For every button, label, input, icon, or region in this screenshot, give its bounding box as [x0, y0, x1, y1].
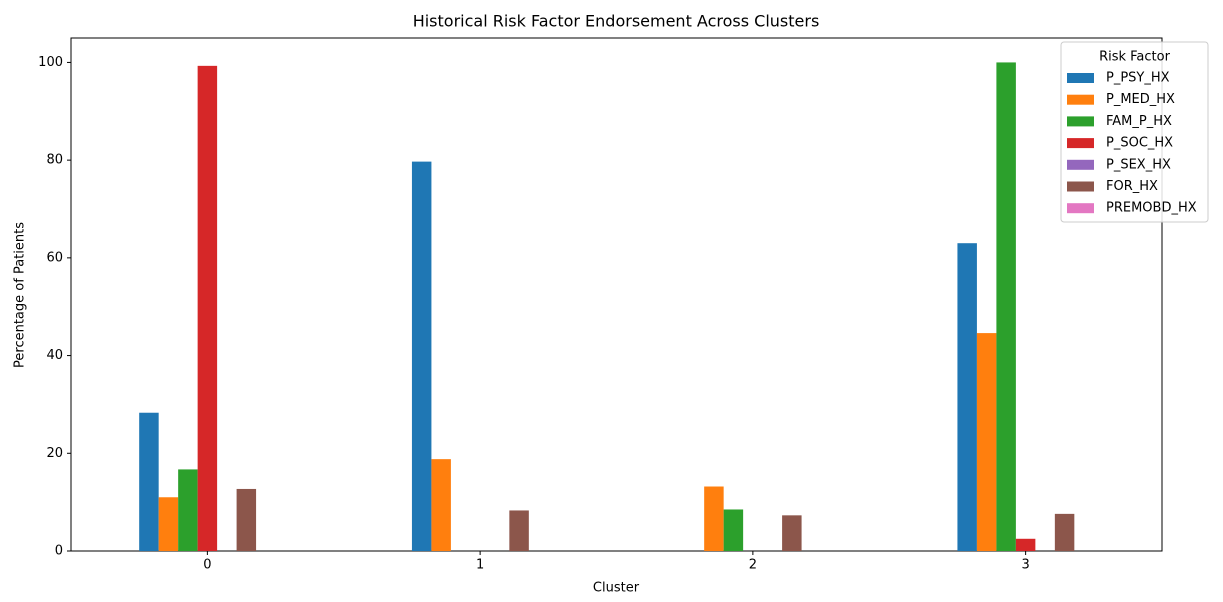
y-tick-label: 0: [55, 544, 63, 559]
bar: [1054, 513, 1075, 551]
bar: [509, 510, 529, 551]
bar: [723, 509, 744, 551]
y-tick-label: 80: [46, 153, 63, 168]
bar: [957, 243, 977, 551]
bar: [158, 497, 179, 551]
legend-swatch: [1067, 116, 1094, 127]
legend-swatch: [1067, 94, 1094, 105]
bar: [178, 469, 198, 551]
x-tick-label: 1: [476, 558, 484, 573]
y-tick-label: 60: [46, 250, 63, 265]
x-axis-label: Cluster: [593, 581, 640, 596]
legend-swatch: [1067, 181, 1094, 192]
chart-title: Historical Risk Factor Endorsement Acros…: [413, 12, 820, 31]
y-axis-label: Percentage of Patients: [13, 222, 28, 368]
legend-swatch: [1067, 159, 1094, 170]
legend-label: P_PSY_HX: [1106, 71, 1170, 86]
x-tick-label: 3: [1021, 558, 1029, 573]
y-tick-label: 20: [46, 446, 63, 461]
legend-title: Risk Factor: [1099, 50, 1171, 65]
legend-swatch: [1067, 73, 1094, 83]
bar: [1015, 538, 1036, 551]
legend-box: [1060, 41, 1209, 223]
legend-label: P_SOC_HX: [1106, 136, 1173, 151]
legend-label: FOR_HX: [1106, 179, 1158, 194]
legend-swatch: [1067, 203, 1094, 214]
bar: [996, 62, 1016, 552]
legend-label: P_SEX_HX: [1106, 157, 1171, 172]
y-tick-label: 40: [46, 348, 63, 363]
bar: [197, 65, 218, 551]
legend-swatch: [1067, 138, 1094, 149]
bar: [236, 488, 257, 551]
bar: [782, 515, 802, 551]
legend-label: PREMOBD_HX: [1106, 201, 1197, 216]
x-tick-label: 0: [203, 558, 211, 573]
legend-label: FAM_P_HX: [1106, 114, 1172, 129]
legend-label: P_MED_HX: [1106, 92, 1175, 107]
bar: [704, 486, 724, 551]
bar: [411, 161, 432, 551]
x-tick-label: 2: [749, 558, 757, 573]
y-tick-label: 100: [38, 55, 63, 70]
bar: [431, 459, 451, 551]
bar: [139, 412, 159, 551]
bar: [976, 333, 997, 551]
plot-frame: [70, 37, 1163, 552]
